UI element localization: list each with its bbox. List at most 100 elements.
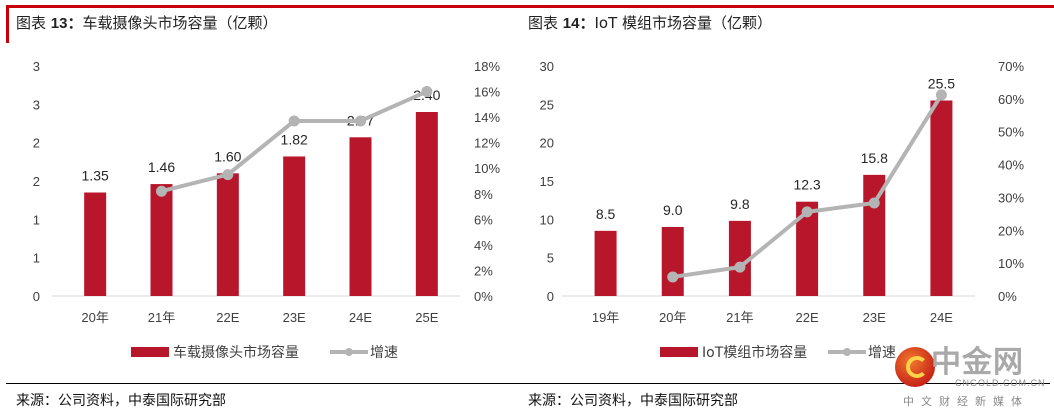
growth-point	[355, 115, 366, 127]
legend-line-label: 增速	[868, 345, 896, 361]
y2-axis-tick: 12%	[474, 136, 500, 151]
legend-bar-label: 车载摄像头市场容量	[173, 344, 299, 361]
legend-bar-swatch	[131, 347, 169, 357]
y2-axis-tick: 40%	[998, 158, 1024, 173]
bar	[216, 173, 239, 296]
x-axis-tick: 20年	[659, 310, 686, 325]
y2-axis-tick: 10%	[474, 161, 500, 176]
y2-axis-tick: 20%	[998, 223, 1024, 238]
y2-axis-tick: 50%	[998, 125, 1024, 140]
title-number: 13：	[50, 15, 83, 32]
y-axis-tick: 30	[540, 59, 554, 74]
y-axis-tick: 15	[540, 174, 554, 189]
title-prefix: 图表	[528, 14, 559, 32]
source-note-right: 来源：公司资料，中泰国际研究部	[528, 393, 738, 409]
title-text: IoT 模组市场容量（亿颗）	[594, 14, 773, 32]
x-axis-tick: 21年	[726, 310, 753, 325]
y-axis-tick: 5	[547, 251, 554, 266]
y2-axis-tick: 4%	[474, 238, 493, 253]
growth-point	[935, 89, 947, 101]
bar	[930, 100, 953, 296]
legend-line-marker	[345, 348, 353, 356]
x-axis-tick: 23E	[283, 310, 306, 325]
watermark-name: 中金网	[931, 345, 1024, 380]
watermark-tagline: 中文财经新媒体	[903, 395, 1029, 408]
chart-14: 0 5 10 15 20 25 30 0% 10% 20% 30% 40% 50% 60% 70% 8.5 19…	[540, 59, 1025, 361]
x-axis-tick: 23E	[863, 310, 886, 325]
x-axis-tick: 22E	[796, 310, 819, 325]
y2-axis-tick: 10%	[998, 256, 1024, 271]
watermark-url: CNGOLD.COM.CN	[955, 378, 1046, 388]
source-divider-left	[6, 383, 518, 384]
y-axis-tick: 0	[547, 289, 554, 304]
bar	[150, 184, 173, 296]
y2-axis-tick: 8%	[474, 187, 493, 202]
bar-value-label: 12.3	[793, 177, 820, 193]
x-axis-tick: 25E	[415, 310, 438, 325]
x-axis-tick: 20年	[81, 310, 108, 325]
y2-axis-tick: 2%	[474, 263, 493, 278]
source-note-left: 来源：公司资料，中泰国际研究部	[16, 393, 226, 409]
bar-value-label: 1.82	[281, 131, 308, 147]
watermark: 中金网 CNGOLD.COM.CN 中文财经新媒体	[895, 343, 1045, 415]
y2-axis-tick: 16%	[474, 85, 500, 100]
y-axis-tick: 25	[540, 97, 554, 112]
legend-bar-label: IoT模组市场容量	[702, 344, 807, 361]
bar-value-label: 9.8	[730, 196, 750, 212]
title-number: 14：	[562, 15, 595, 32]
growth-point	[734, 261, 746, 273]
y2-axis-tick: 6%	[474, 212, 493, 227]
y-axis-tick: 1	[33, 212, 40, 227]
bar-value-label: 1.46	[148, 159, 175, 175]
y-axis-tick: 0	[33, 289, 40, 304]
x-axis-tick: 24E	[930, 310, 953, 325]
bar-value-label: 25.5	[928, 76, 955, 92]
growth-point	[156, 185, 167, 197]
y-axis-tick: 2	[33, 136, 40, 151]
x-axis-tick: 19年	[592, 310, 619, 325]
bar-value-label: 9.0	[663, 202, 683, 218]
header-accent	[6, 5, 9, 43]
y2-axis-tick: 70%	[998, 59, 1024, 74]
bar	[283, 156, 306, 296]
growth-point	[222, 169, 234, 181]
chart-13-title: 图表 13：车载摄像头市场容量（亿颗）	[16, 12, 278, 33]
bar	[661, 227, 684, 296]
y2-axis-tick: 30%	[998, 190, 1024, 205]
y-axis-tick: 20	[540, 136, 554, 151]
growth-point	[421, 86, 433, 98]
x-axis-tick: 21年	[148, 310, 175, 325]
header-rule	[6, 5, 1054, 8]
y2-axis-tick: 0%	[998, 289, 1017, 304]
bar-value-label: 15.8	[861, 150, 888, 166]
growth-point	[667, 271, 679, 283]
bar	[349, 137, 372, 296]
y2-axis-tick: 0%	[474, 289, 493, 304]
y2-axis-tick: 60%	[998, 92, 1024, 107]
growth-point	[801, 206, 813, 218]
bar-value-label: 1.60	[214, 148, 241, 164]
growth-point	[868, 197, 880, 209]
title-text: 车载摄像头市场容量（亿颗）	[82, 14, 278, 32]
chart-14-title: 图表 14：IoT 模组市场容量（亿颗）	[528, 12, 772, 33]
x-axis-tick: 24E	[349, 310, 372, 325]
y-axis-tick: 2	[33, 174, 40, 189]
chart-13: 0 1 1 2 2 3 3 0% 2% 4% 6% 8% 10% 12% 14% 16% 18% 1.35 20年 1…	[33, 59, 501, 361]
y2-axis-tick: 18%	[474, 59, 500, 74]
legend-line-label: 增速	[370, 345, 398, 361]
x-axis-tick: 22E	[216, 310, 239, 325]
y-axis-tick: 3	[33, 59, 40, 74]
y-axis-tick: 3	[33, 97, 40, 112]
y-axis-tick: 1	[33, 251, 40, 266]
legend-bar-swatch	[660, 347, 698, 357]
bar	[728, 220, 751, 296]
y-axis-tick: 10	[540, 212, 554, 227]
title-prefix: 图表	[16, 14, 47, 32]
bar	[594, 230, 617, 296]
legend-line-marker	[843, 348, 851, 356]
bar-value-label: 8.5	[596, 206, 616, 222]
y2-axis-tick: 14%	[474, 110, 500, 125]
bar	[84, 192, 107, 296]
source-divider-right	[518, 383, 1050, 384]
growth-point	[288, 115, 300, 127]
